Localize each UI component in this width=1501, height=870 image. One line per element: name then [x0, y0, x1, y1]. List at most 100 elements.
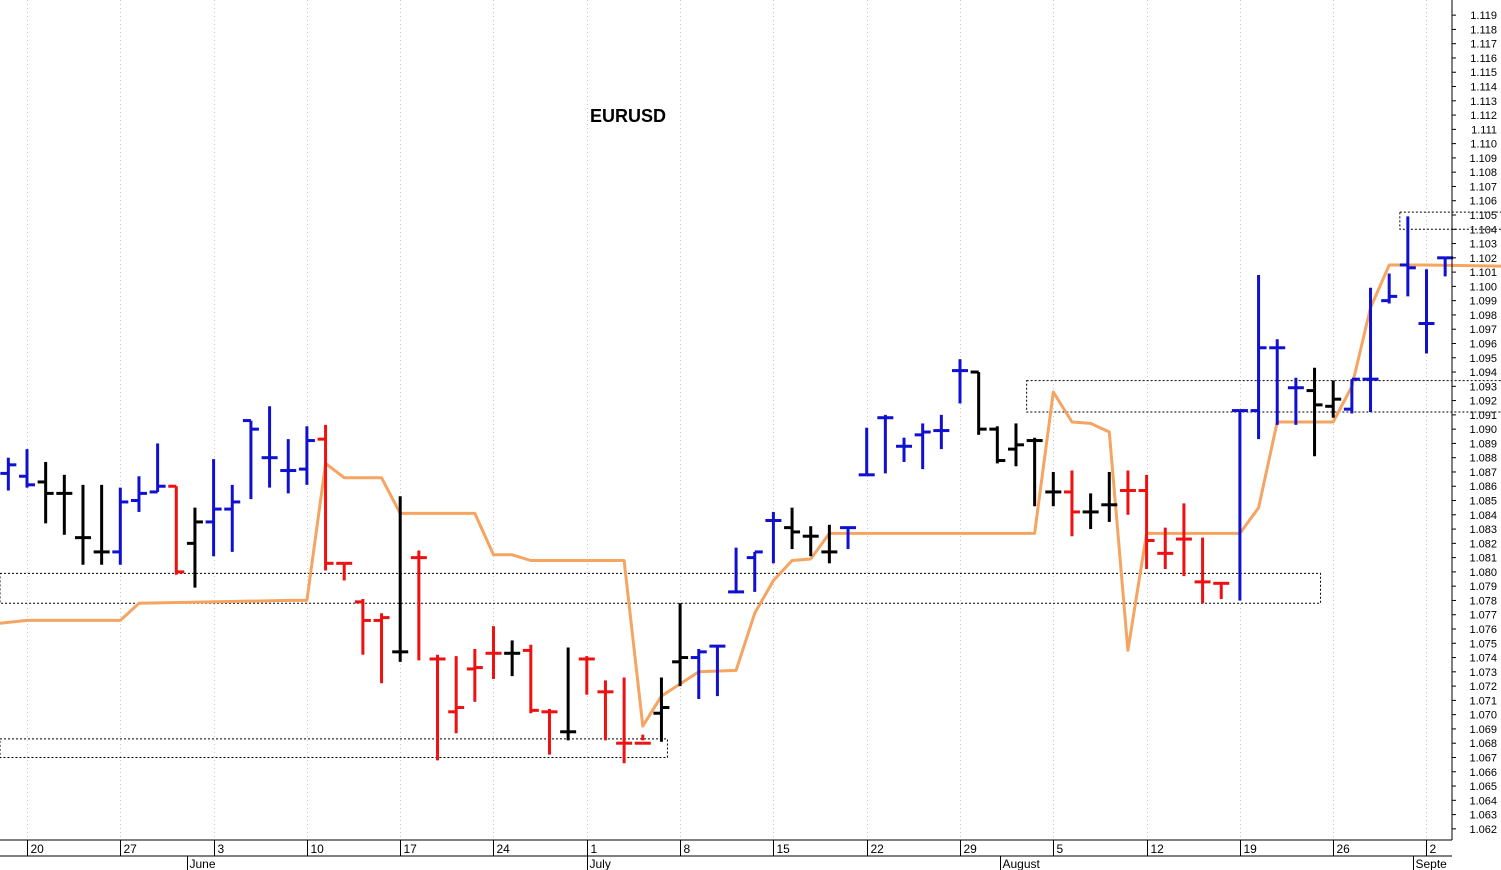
ohlc-bar [1381, 273, 1398, 304]
ohlc-bar [1007, 423, 1024, 467]
ohlc-bar [1250, 274, 1267, 440]
dashed-zone [0, 572, 1322, 604]
y-tick-label: 1.098 [1469, 310, 1497, 322]
ohlc-bar [578, 656, 595, 695]
x-day-label: 26 [1337, 842, 1351, 856]
ohlc-bar [1026, 437, 1043, 507]
x-day-label: 19 [1244, 842, 1258, 856]
x-day-label: 20 [31, 842, 45, 856]
y-tick-label: 1.070 [1469, 710, 1497, 722]
y-tick-label: 1.109 [1469, 153, 1497, 165]
y-tick-label: 1.102 [1469, 253, 1497, 265]
ohlc-bar [74, 484, 91, 565]
orange-line-layer [0, 263, 1501, 728]
y-tick-label: 1.073 [1469, 667, 1497, 679]
y-tick-label: 1.111 [1471, 124, 1497, 136]
ohlc-bar [970, 370, 987, 435]
ohlc-bar [1399, 216, 1416, 297]
ohlc-bar [280, 439, 297, 494]
x-day-label: 5 [1057, 842, 1064, 856]
ohlc-bar [112, 487, 129, 565]
ohlc-bar [336, 561, 353, 581]
y-tick-label: 1.114 [1470, 82, 1497, 94]
ohlc-bar [1175, 503, 1192, 577]
ohlc-bar [1269, 339, 1286, 425]
ohlc-bar [952, 359, 968, 404]
y-tick-label: 1.110 [1470, 139, 1497, 151]
ohlc-bar [1362, 287, 1379, 413]
y-tick-label: 1.080 [1469, 567, 1497, 579]
y-tick-label: 1.076 [1469, 624, 1497, 636]
y-tick-label: 1.096 [1469, 338, 1497, 350]
ohlc-bar [1287, 377, 1304, 425]
y-tick-label: 1.068 [1469, 738, 1497, 750]
y-tick-label: 1.095 [1469, 353, 1497, 365]
y-tick-label: 1.091 [1469, 410, 1497, 422]
ohlc-bar [560, 647, 577, 741]
ohlc-bar [1306, 367, 1323, 457]
y-tick-label: 1.108 [1469, 167, 1497, 179]
ohlc-bar [485, 626, 502, 679]
x-month-label: July [590, 857, 611, 870]
y-tick-label: 1.085 [1469, 496, 1497, 508]
ohlc-bar [821, 524, 838, 564]
ohlc-bar [1063, 470, 1080, 537]
x-day-label: 17 [404, 842, 418, 856]
ohlc-bar [802, 526, 819, 557]
y-tick-label: 1.083 [1469, 524, 1497, 536]
y-tick-label: 1.086 [1469, 481, 1497, 493]
y-tick-label: 1.082 [1469, 538, 1497, 550]
ohlc-bar [261, 406, 278, 488]
x-day-label: 15 [777, 842, 791, 856]
dashed-zone [1399, 211, 1501, 230]
y-tick-label: 1.097 [1469, 324, 1497, 336]
y-tick-label: 1.081 [1469, 553, 1497, 565]
ohlc-bar [168, 484, 185, 575]
ohlc-bar [1343, 377, 1360, 414]
ohlc-bar [1231, 409, 1248, 601]
ohlc-bar [597, 680, 614, 741]
y-tick-label: 1.069 [1469, 724, 1497, 736]
y-tick-label: 1.062 [1469, 824, 1497, 836]
ohlc-bar [784, 507, 801, 550]
ohlc-bar [504, 640, 521, 677]
y-tick-label: 1.092 [1469, 396, 1497, 408]
y-tick-label: 1.101 [1469, 267, 1497, 279]
ohlc-bar [149, 443, 166, 494]
x-month-label: Septe [1416, 857, 1448, 870]
dashed-zone [0, 738, 668, 758]
plot-background [0, 0, 1452, 840]
y-tick-label: 1.067 [1469, 752, 1497, 764]
ohlc-bar [429, 654, 446, 761]
ohlc-bar [354, 599, 371, 655]
x-day-label: 22 [871, 842, 885, 856]
ohlc-bar [317, 424, 334, 571]
x-month-label: June [190, 857, 216, 870]
ohlc-bar [672, 603, 689, 687]
y-tick-label: 1.107 [1469, 181, 1497, 193]
y-tick-label: 1.103 [1469, 239, 1497, 251]
y-tick-label: 1.074 [1469, 653, 1497, 665]
y-tick-label: 1.105 [1469, 210, 1497, 222]
ohlc-bar [56, 474, 73, 535]
y-tick-label: 1.113 [1470, 96, 1497, 108]
y-tick-label: 1.089 [1469, 438, 1497, 450]
ohlc-bar [1138, 474, 1155, 570]
ohlc-bar [410, 550, 427, 661]
y-tick-label: 1.117 [1470, 39, 1497, 51]
ohlc-bar [1101, 471, 1118, 522]
x-day-label: 8 [684, 842, 691, 856]
y-tick-label: 1.112 [1470, 110, 1497, 122]
ohlc-bar [616, 677, 633, 764]
y-tick-label: 1.119 [1470, 10, 1497, 22]
ohlc-bar [93, 484, 110, 565]
ohlc-bar [746, 550, 763, 592]
y-tick-label: 1.084 [1469, 510, 1497, 522]
ohlc-bar [0, 457, 17, 491]
y-tick-label: 1.071 [1469, 695, 1497, 707]
ohlc-bar [1082, 493, 1099, 530]
ohlc-bar [1213, 581, 1230, 600]
x-month-label: August [1003, 857, 1041, 870]
y-tick-label: 1.115 [1470, 67, 1497, 79]
